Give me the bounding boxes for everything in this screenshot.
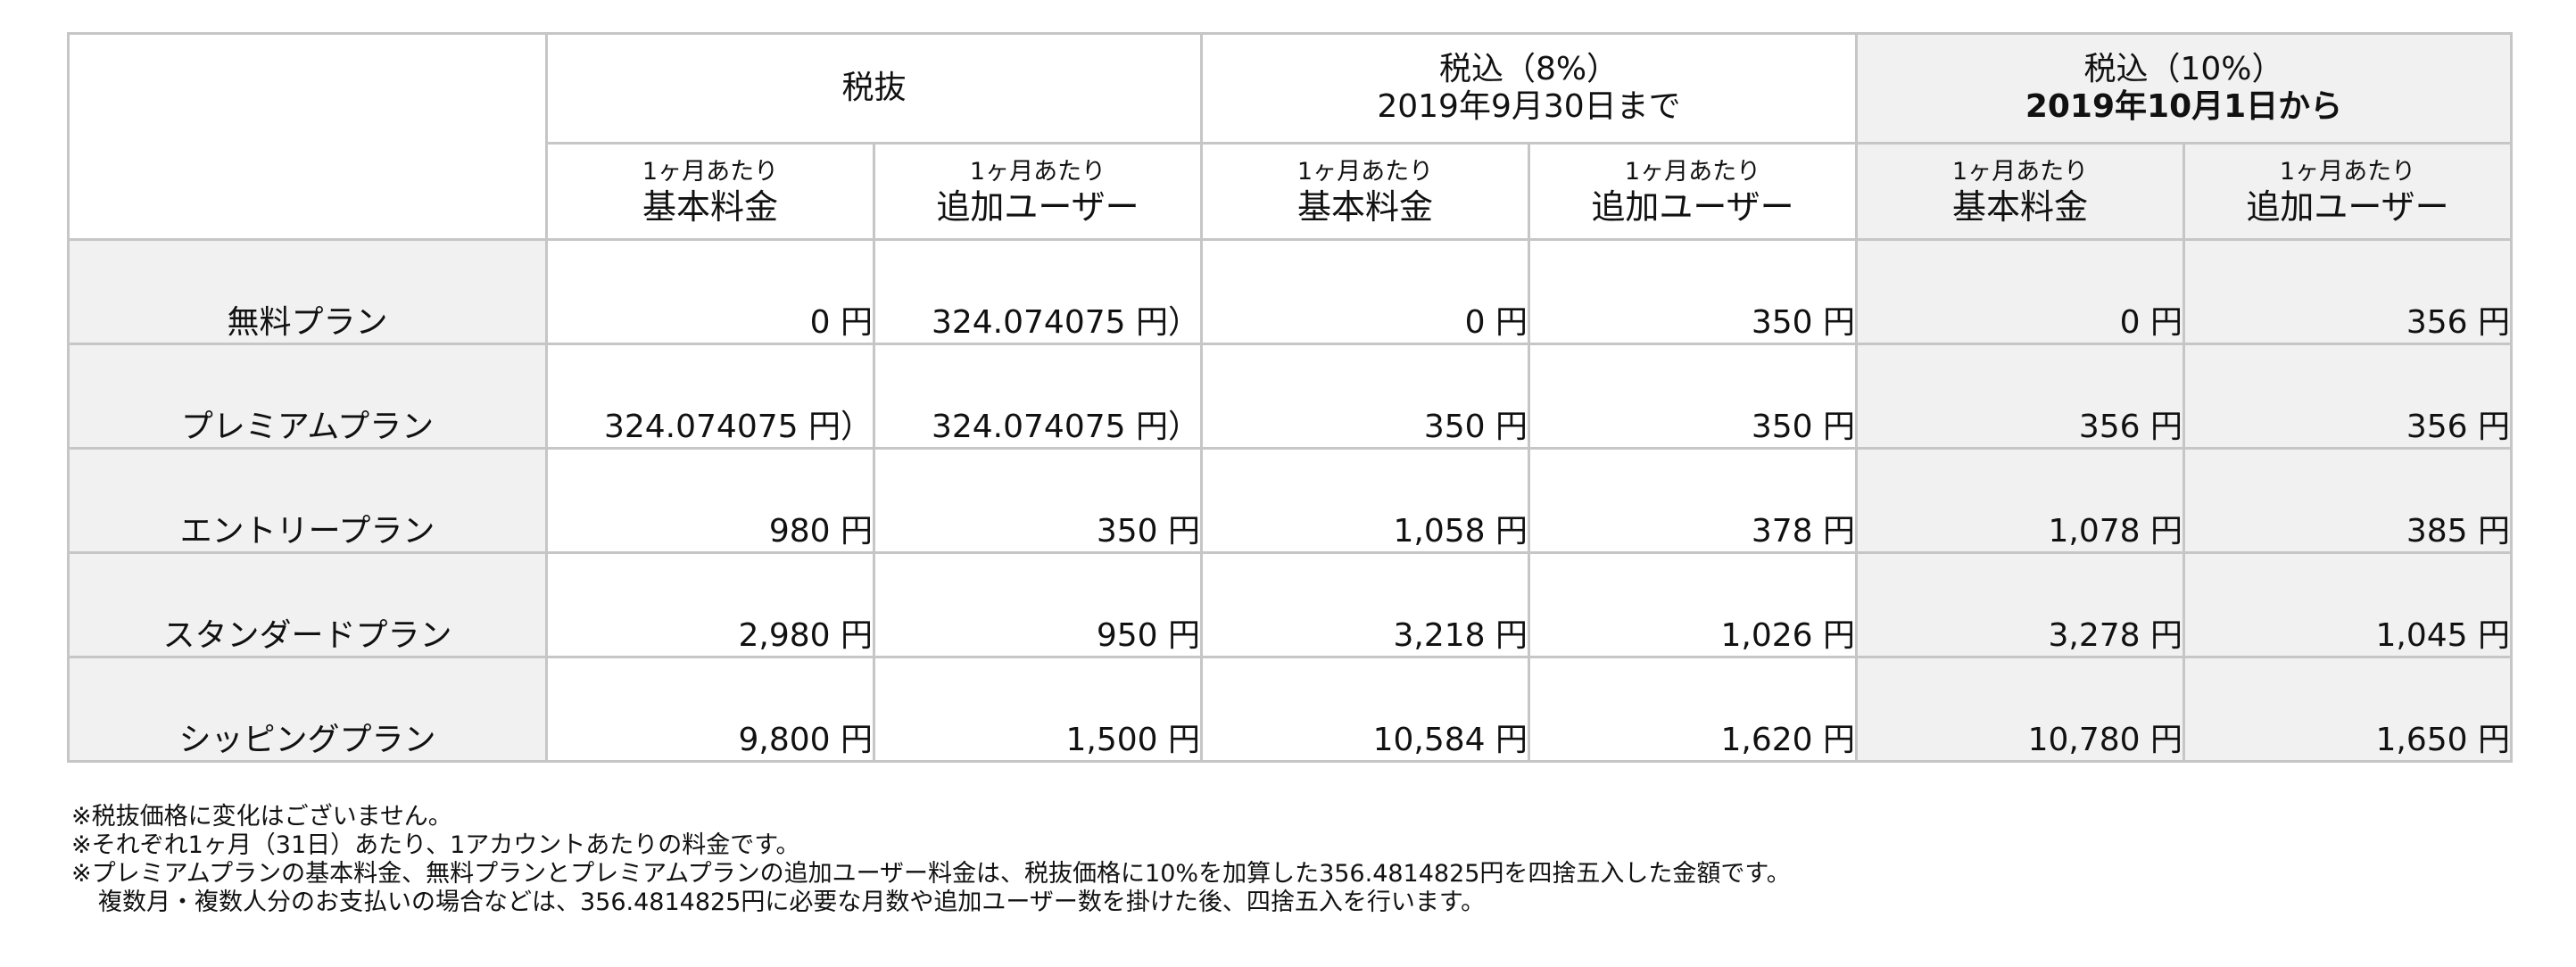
group-header-row: 税抜 税込（8%） 2019年9月30日まで 税込（10%） 2019年10月1… (67, 32, 2513, 241)
price-cell: 350 円 (1200, 343, 1530, 450)
sub-header-period: 1ヶ月あたり (642, 157, 779, 186)
sub-header-period: 1ヶ月あたり (1296, 157, 1434, 186)
sub-header-additional-user: 1ヶ月あたり 追加ユーザー (1528, 142, 1858, 241)
price-cell: 1,045 円 (2183, 551, 2513, 658)
sub-header-period: 1ヶ月あたり (969, 157, 1106, 186)
price-cell: 9,800 円 (545, 656, 875, 763)
plan-name: 無料プラン (67, 238, 548, 345)
plan-name: エントリープラン (67, 447, 548, 554)
price-cell: 324.074075 円） (545, 343, 875, 450)
group-header-tax-8: 税込（8%） 2019年9月30日まで (1200, 32, 1858, 145)
table-row: スタンダードプラン 2,980 円 950 円 3,218 円 1,026 円 … (67, 551, 2513, 658)
group-header-date: 2019年9月30日まで (1377, 88, 1681, 125)
price-cell: 350 円 (873, 447, 1203, 554)
price-cell: 1,026 円 (1528, 551, 1858, 658)
price-cell: 3,278 円 (1855, 551, 2185, 658)
footnotes: ※税抜価格に変化はございません。 ※それぞれ1ヶ月（31日）あたり、1アカウント… (71, 803, 1791, 917)
table-row: エントリープラン 980 円 350 円 1,058 円 378 円 1,078… (67, 447, 2513, 554)
sub-header-label: 基本料金 (1296, 186, 1433, 227)
price-cell: 10,584 円 (1200, 656, 1530, 763)
footnote: 複数月・複数人分のお支払いの場合などは、356.4814825円に必要な月数や追… (98, 888, 1486, 916)
group-header-date: 2019年10月1日から (2025, 88, 2343, 125)
group-header-line: 税込（8%） (1438, 51, 1619, 87)
price-cell: 1,650 円 (2183, 656, 2513, 763)
sub-header-label: 追加ユーザー (1591, 186, 1794, 227)
group-header-tax-excluded: 税抜 (545, 32, 1203, 145)
price-cell: 2,980 円 (545, 551, 875, 658)
price-cell: 350 円 (1528, 238, 1858, 345)
plan-name: スタンダードプラン (67, 551, 548, 658)
sub-header-period: 1ヶ月あたり (2279, 157, 2416, 186)
price-cell: 356 円 (1855, 343, 2185, 450)
pricing-table: 税抜 税込（8%） 2019年9月30日まで 税込（10%） 2019年10月1… (67, 32, 2513, 763)
price-cell: 385 円 (2183, 447, 2513, 554)
price-cell: 10,780 円 (1855, 656, 2185, 763)
price-cell: 356 円 (2183, 238, 2513, 345)
price-cell: 950 円 (873, 551, 1203, 658)
sub-header-label: 基本料金 (1951, 186, 2088, 227)
plan-name: プレミアムプラン (67, 343, 548, 450)
price-cell: 378 円 (1528, 447, 1858, 554)
price-cell: 350 円 (1528, 343, 1858, 450)
price-cell: 356 円 (2183, 343, 2513, 450)
price-cell: 0 円 (1855, 238, 2185, 345)
sub-header-label: 基本料金 (642, 186, 778, 227)
price-cell: 1,058 円 (1200, 447, 1530, 554)
price-cell: 0 円 (1200, 238, 1530, 345)
price-cell: 1,620 円 (1528, 656, 1858, 763)
group-header-line: 税込（10%） (2083, 51, 2284, 87)
footnote: ※それぞれ1ヶ月（31日）あたり、1アカウントあたりの料金です。 (71, 831, 800, 859)
table-row: 無料プラン 0 円 324.074075 円） 0 円 350 円 0 円 35… (67, 238, 2513, 345)
sub-header-base-fee: 1ヶ月あたり 基本料金 (1200, 142, 1530, 241)
price-cell: 980 円 (545, 447, 875, 554)
corner-cell (67, 32, 548, 241)
sub-header-row: 1ヶ月あたり 基本料金 1ヶ月あたり 追加ユーザー 1ヶ月あたり 基本料金 1ヶ… (69, 142, 2513, 241)
table-row: プレミアムプラン 324.074075 円） 324.074075 円） 350… (67, 343, 2513, 450)
footnote: ※税抜価格に変化はございません。 (71, 803, 452, 831)
sub-header-additional-user: 1ヶ月あたり 追加ユーザー (873, 142, 1203, 241)
group-header-line: 税抜 (841, 70, 907, 106)
sub-header-label: 追加ユーザー (936, 186, 1139, 227)
plan-name: シッピングプラン (67, 656, 548, 763)
price-cell: 324.074075 円） (873, 343, 1203, 450)
sub-header-period: 1ヶ月あたり (1624, 157, 1761, 186)
footnote: ※プレミアムプランの基本料金、無料プランとプレミアムプランの追加ユーザー料金は、… (71, 860, 1791, 888)
sub-header-base-fee: 1ヶ月あたり 基本料金 (545, 142, 875, 241)
price-cell: 324.074075 円） (873, 238, 1203, 345)
sub-header-additional-user: 1ヶ月あたり 追加ユーザー (2183, 142, 2513, 241)
price-cell: 0 円 (545, 238, 875, 345)
sub-header-label: 追加ユーザー (2246, 186, 2449, 227)
table-row: シッピングプラン 9,800 円 1,500 円 10,584 円 1,620 … (67, 656, 2513, 763)
sub-header-base-fee: 1ヶ月あたり 基本料金 (1855, 142, 2185, 241)
group-header-tax-10: 税込（10%） 2019年10月1日から (1855, 32, 2513, 145)
price-cell: 1,078 円 (1855, 447, 2185, 554)
price-cell: 3,218 円 (1200, 551, 1530, 658)
price-cell: 1,500 円 (873, 656, 1203, 763)
sub-header-period: 1ヶ月あたり (1951, 157, 2089, 186)
